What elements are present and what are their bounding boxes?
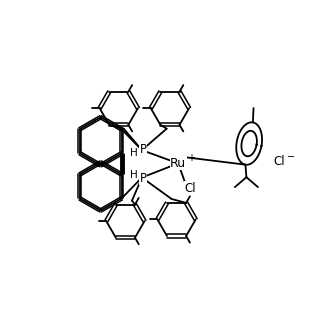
Text: Ru: Ru <box>170 157 186 170</box>
Text: P: P <box>139 143 147 156</box>
Text: H: H <box>130 148 138 158</box>
Text: Cl: Cl <box>273 155 285 168</box>
Text: P: P <box>139 172 147 185</box>
Text: +: + <box>187 153 195 163</box>
Text: H: H <box>130 170 138 180</box>
Text: −: − <box>287 152 295 162</box>
Text: Cl: Cl <box>184 182 196 195</box>
